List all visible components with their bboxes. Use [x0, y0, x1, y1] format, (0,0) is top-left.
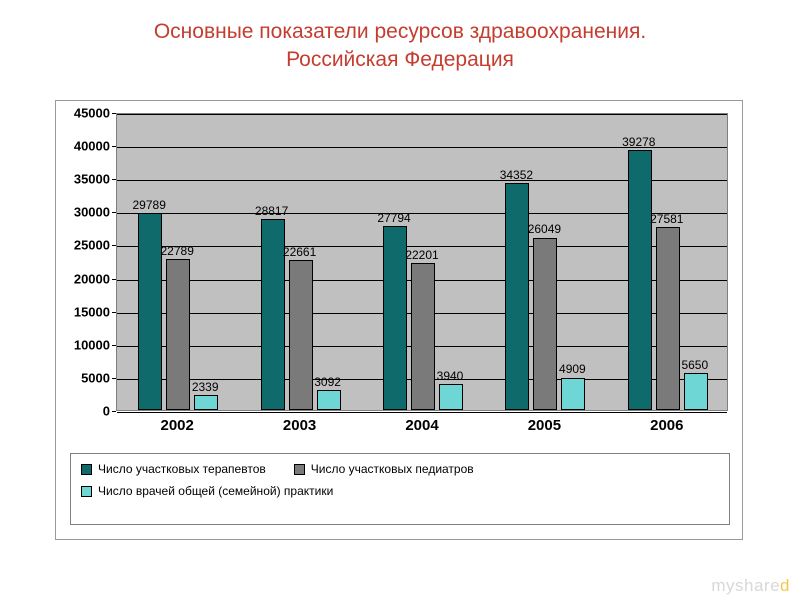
y-axis-tick: 30000	[60, 205, 110, 220]
data-label: 34352	[500, 168, 533, 182]
x-axis-tick: 2004	[405, 417, 438, 434]
plot-area	[116, 113, 728, 411]
legend-item: Число участковых педиатров	[294, 462, 474, 476]
data-label: 28817	[255, 204, 288, 218]
data-label: 3940	[437, 369, 464, 383]
watermark-accent: d	[780, 576, 790, 595]
legend-item: Число врачей общей (семейной) практики	[81, 484, 333, 498]
legend: Число участковых терапевтов Число участко…	[70, 453, 730, 525]
y-axis-tick: 0	[60, 404, 110, 419]
y-axis-tick: 25000	[60, 238, 110, 253]
bar	[166, 259, 190, 410]
bar	[411, 263, 435, 410]
bar	[533, 238, 557, 411]
y-axis-tick: 10000	[60, 337, 110, 352]
data-label: 22661	[283, 245, 316, 259]
y-tick-mark	[112, 146, 116, 147]
chart-container: Число участковых терапевтов Число участко…	[55, 100, 743, 540]
chart-title: Основные показатели ресурсов здравоохран…	[0, 0, 800, 83]
y-tick-mark	[112, 279, 116, 280]
legend-swatch	[81, 464, 92, 475]
y-axis-tick: 15000	[60, 304, 110, 319]
title-line-2: Российская Федерация	[40, 46, 760, 74]
bar	[684, 373, 708, 410]
data-label: 27794	[377, 211, 410, 225]
bar	[317, 390, 341, 410]
y-tick-mark	[112, 179, 116, 180]
bar	[194, 395, 218, 410]
y-tick-mark	[112, 212, 116, 213]
bar	[439, 384, 463, 410]
data-label: 29789	[133, 198, 166, 212]
data-label: 22201	[405, 248, 438, 262]
data-label: 2339	[192, 380, 219, 394]
x-axis-tick: 2002	[161, 417, 194, 434]
title-line-1: Основные показатели ресурсов здравоохран…	[40, 18, 760, 46]
data-label: 5650	[681, 358, 708, 372]
y-axis-tick: 35000	[60, 172, 110, 187]
x-axis-tick: 2005	[528, 417, 561, 434]
y-axis-tick: 40000	[60, 139, 110, 154]
legend-item: Число участковых терапевтов	[81, 462, 266, 476]
bar	[383, 226, 407, 410]
bar	[656, 227, 680, 410]
data-label: 22789	[161, 244, 194, 258]
data-label: 39278	[622, 135, 655, 149]
data-label: 4909	[559, 362, 586, 376]
y-tick-mark	[112, 245, 116, 246]
bar	[138, 213, 162, 410]
bar	[505, 183, 529, 410]
data-label: 3092	[314, 375, 341, 389]
legend-label: Число участковых педиатров	[311, 462, 474, 476]
bar	[628, 150, 652, 410]
bar	[561, 378, 585, 411]
legend-swatch	[294, 464, 305, 475]
legend-swatch	[81, 486, 92, 497]
legend-label: Число врачей общей (семейной) практики	[98, 484, 333, 498]
legend-label: Число участковых терапевтов	[98, 462, 266, 476]
x-axis-tick: 2006	[650, 417, 683, 434]
data-label: 26049	[528, 222, 561, 236]
watermark: myshared	[711, 576, 790, 596]
gridline	[117, 114, 727, 115]
bar	[289, 260, 313, 410]
gridline	[117, 412, 727, 413]
y-tick-mark	[112, 312, 116, 313]
data-label: 27581	[650, 212, 683, 226]
y-axis-tick: 45000	[60, 106, 110, 121]
y-tick-mark	[112, 345, 116, 346]
y-axis-tick: 5000	[60, 370, 110, 385]
bar	[261, 219, 285, 410]
y-tick-mark	[112, 113, 116, 114]
y-axis-tick: 20000	[60, 271, 110, 286]
y-tick-mark	[112, 378, 116, 379]
x-axis-tick: 2003	[283, 417, 316, 434]
watermark-text: myshare	[711, 576, 780, 595]
y-tick-mark	[112, 411, 116, 412]
